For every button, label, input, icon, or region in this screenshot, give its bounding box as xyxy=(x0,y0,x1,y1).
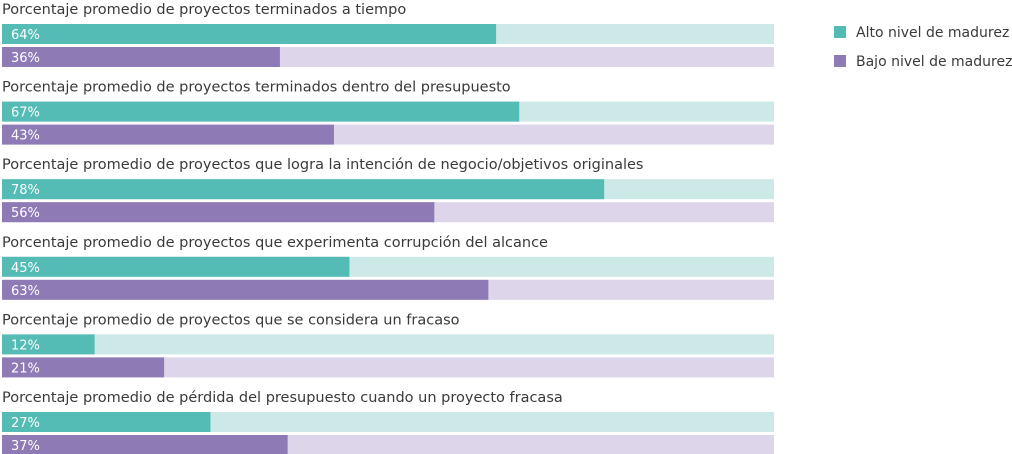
bar-value-label: 36% xyxy=(11,51,40,66)
category-label: Porcentaje promedio de pérdida del presu… xyxy=(2,390,563,406)
category-label: Porcentaje promedio de proyectos que se … xyxy=(2,312,460,328)
category-label: Porcentaje promedio de proyectos que log… xyxy=(2,157,643,173)
bar-value-label: 37% xyxy=(11,439,40,454)
bar-value-label: 43% xyxy=(11,129,40,144)
bar-value-label: 64% xyxy=(11,28,40,43)
bar-low xyxy=(2,279,489,300)
bar-value-label: 21% xyxy=(11,361,40,376)
bar-low xyxy=(2,435,288,454)
legend-swatch-high xyxy=(834,26,846,38)
bar-high xyxy=(2,412,211,432)
bar-value-label: 45% xyxy=(11,261,40,276)
legend: Alto nivel de madurez Bajo nivel de madu… xyxy=(834,25,1012,70)
bar-high xyxy=(2,334,95,355)
category-label: Porcentaje promedio de proyectos que exp… xyxy=(2,235,548,251)
bar-value-label: 56% xyxy=(11,206,40,221)
bar-value-label: 67% xyxy=(11,106,40,121)
bar-low xyxy=(2,47,280,67)
bar-value-label: 27% xyxy=(11,416,40,431)
bar-low xyxy=(2,357,165,378)
bars-group: Porcentaje promedio de proyectos termina… xyxy=(2,2,774,454)
bar-value-label: 12% xyxy=(11,338,40,353)
bar-track-low xyxy=(2,357,774,378)
bar-value-label: 78% xyxy=(11,183,40,198)
bar-high xyxy=(2,101,520,122)
category-label: Porcentaje promedio de proyectos termina… xyxy=(2,2,406,18)
category-label: Porcentaje promedio de proyectos termina… xyxy=(2,80,511,96)
bar-low xyxy=(2,202,435,223)
bar-track-high xyxy=(2,334,774,355)
legend-swatch-low xyxy=(834,55,846,67)
bar-value-label: 63% xyxy=(11,284,40,299)
legend-label-high: Alto nivel de madurez xyxy=(856,25,1009,41)
bar-high xyxy=(2,256,350,277)
legend-label-low: Bajo nivel de madurez xyxy=(856,54,1012,70)
bar-high xyxy=(2,24,497,44)
bar-low xyxy=(2,124,334,145)
bar-high xyxy=(2,179,605,200)
